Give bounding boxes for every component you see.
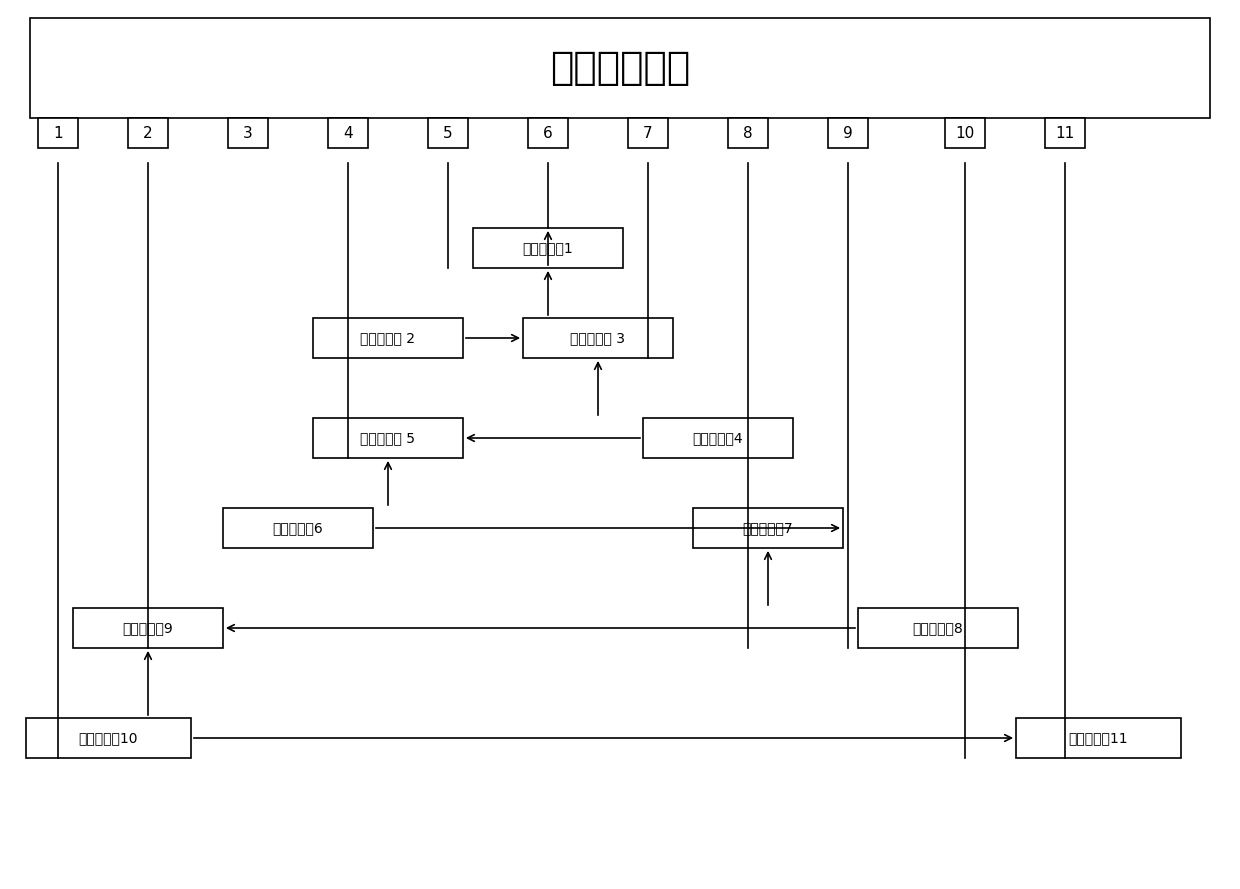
- Bar: [828, 118, 868, 148]
- Bar: [472, 228, 622, 268]
- Bar: [728, 118, 768, 148]
- Bar: [26, 718, 191, 758]
- Bar: [858, 608, 1018, 648]
- Bar: [428, 118, 467, 148]
- Text: 移位寄存器8: 移位寄存器8: [913, 621, 963, 635]
- Text: 移位寄存器4: 移位寄存器4: [693, 431, 743, 445]
- Bar: [30, 18, 1210, 118]
- Text: 10: 10: [955, 125, 975, 140]
- Bar: [644, 418, 794, 458]
- Text: 像素数据接口: 像素数据接口: [549, 49, 691, 87]
- Text: 11: 11: [1055, 125, 1075, 140]
- Text: 1: 1: [53, 125, 63, 140]
- Bar: [627, 118, 668, 148]
- Bar: [1045, 118, 1085, 148]
- Text: 移位寄存器7: 移位寄存器7: [743, 521, 794, 535]
- Bar: [223, 508, 373, 548]
- Text: 移位寄存器9: 移位寄存器9: [123, 621, 174, 635]
- Text: 移位寄存器10: 移位寄存器10: [78, 731, 138, 745]
- Bar: [312, 418, 463, 458]
- Bar: [128, 118, 167, 148]
- Bar: [523, 318, 673, 358]
- Text: 4: 4: [343, 125, 353, 140]
- Text: 8: 8: [743, 125, 753, 140]
- Bar: [73, 608, 223, 648]
- Text: 移位寄存器 5: 移位寄存器 5: [361, 431, 415, 445]
- Bar: [1016, 718, 1180, 758]
- Bar: [693, 508, 843, 548]
- Bar: [528, 118, 568, 148]
- Text: 2: 2: [143, 125, 153, 140]
- Text: 5: 5: [443, 125, 453, 140]
- Text: 9: 9: [843, 125, 853, 140]
- Bar: [945, 118, 985, 148]
- Text: 6: 6: [543, 125, 553, 140]
- Text: 移位寄存器 2: 移位寄存器 2: [361, 331, 415, 345]
- Text: 移位寄存器11: 移位寄存器11: [1068, 731, 1128, 745]
- Text: 移位寄存器6: 移位寄存器6: [273, 521, 324, 535]
- Text: 移位寄存器 3: 移位寄存器 3: [570, 331, 625, 345]
- Bar: [329, 118, 368, 148]
- Text: 7: 7: [644, 125, 652, 140]
- Bar: [312, 318, 463, 358]
- Bar: [228, 118, 268, 148]
- Text: 移位寄存器1: 移位寄存器1: [522, 241, 573, 255]
- Text: 3: 3: [243, 125, 253, 140]
- Bar: [38, 118, 78, 148]
